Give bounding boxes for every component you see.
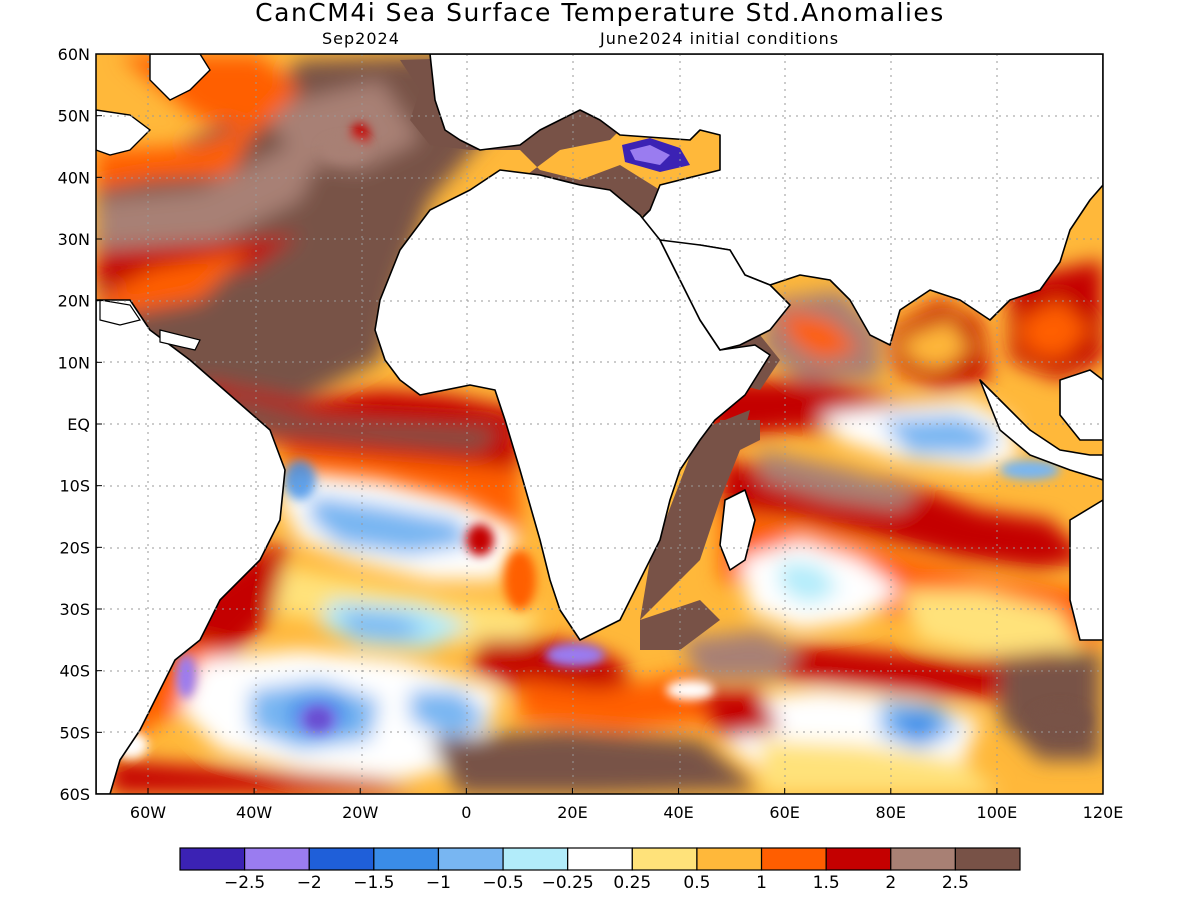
lat-label: EQ (67, 415, 90, 434)
lat-label: 20S (59, 538, 90, 557)
colorbar-label: −2.5 (224, 873, 265, 893)
lat-label: 60S (59, 785, 90, 804)
colorbar-label: −1.5 (353, 873, 394, 893)
latitude-labels: 60N 50N 40N 30N 20N 10N EQ 10S 20S 30S 40S 50S 60S (58, 45, 102, 804)
lat-label: 20N (58, 292, 90, 311)
lat-label: 50S (59, 723, 90, 742)
lon-label: 60W (130, 803, 166, 822)
lat-label: 10N (58, 353, 90, 372)
colorbar-label: −2 (297, 873, 322, 893)
colorbar-label: −0.5 (482, 873, 523, 893)
colorbar-swatch (760, 847, 827, 871)
lat-label: 30N (58, 230, 90, 249)
lon-label: 40E (663, 803, 693, 822)
colorbar-label: 1.5 (813, 873, 840, 893)
colorbar-swatch (179, 847, 246, 871)
colorbar-swatch (437, 847, 504, 871)
colorbar-label: 0.25 (613, 873, 651, 893)
colorbar-label: 2.5 (942, 873, 969, 893)
lat-label: 10S (59, 477, 90, 496)
colorbar-swatch (244, 847, 310, 871)
lat-label: 60N (58, 45, 90, 64)
colorbar-swatch (308, 847, 375, 871)
colorbar-label: −0.25 (542, 873, 594, 893)
colorbar-swatch (373, 847, 440, 871)
longitude-labels: 60W 40W 20W 0 20E 40E 60E 80E 100E 120E (130, 788, 1123, 822)
lat-label: 40N (58, 168, 90, 187)
valid-month: Sep2024 (322, 29, 400, 48)
map-title: CanCM4i Sea Surface Temperature Std.Anom… (255, 0, 945, 27)
lon-label: 80E (876, 803, 906, 822)
colorbar-swatch (696, 847, 763, 871)
colorbar-label: −1 (426, 873, 451, 893)
lat-label: 50N (58, 107, 90, 126)
colorbar-swatch (954, 847, 1021, 871)
colorbar-swatch (631, 847, 698, 871)
lon-label: 120E (1083, 803, 1124, 822)
colorbar-label: 1 (756, 873, 767, 893)
lat-label: 40S (59, 662, 90, 681)
lon-label: 20E (557, 803, 587, 822)
lon-label: 20W (342, 803, 378, 822)
colorbar-swatch (502, 847, 569, 871)
anomaly-field (96, 54, 1103, 794)
initial-conditions: June2024 initial conditions (600, 29, 840, 48)
colorbar-swatch (890, 847, 956, 871)
graticule (96, 54, 1103, 794)
colorbar-swatch (567, 847, 633, 871)
lon-label: 100E (977, 803, 1018, 822)
lon-label: 40W (236, 803, 272, 822)
colorbar: −2.5 −2 −1.5 −1 −0.5 −0.25 0.25 0.5 1 1.5 2 2.5 (179, 847, 1021, 893)
colorbar-label: 0.5 (683, 873, 710, 893)
colorbar-swatch (825, 847, 892, 871)
lon-label: 60E (769, 803, 799, 822)
colorbar-label: 2 (885, 873, 896, 893)
lat-label: 30S (59, 600, 90, 619)
lon-label: 0 (461, 803, 471, 822)
